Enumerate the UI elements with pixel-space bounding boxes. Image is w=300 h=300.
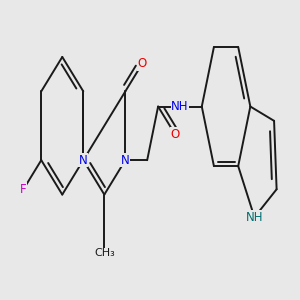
Text: N: N	[121, 154, 130, 167]
Text: CH₃: CH₃	[94, 248, 115, 258]
Text: O: O	[170, 128, 179, 141]
Text: NH: NH	[246, 211, 263, 224]
Text: NH: NH	[171, 100, 189, 113]
Text: O: O	[137, 57, 147, 70]
Text: N: N	[79, 154, 88, 167]
Text: F: F	[20, 183, 27, 196]
